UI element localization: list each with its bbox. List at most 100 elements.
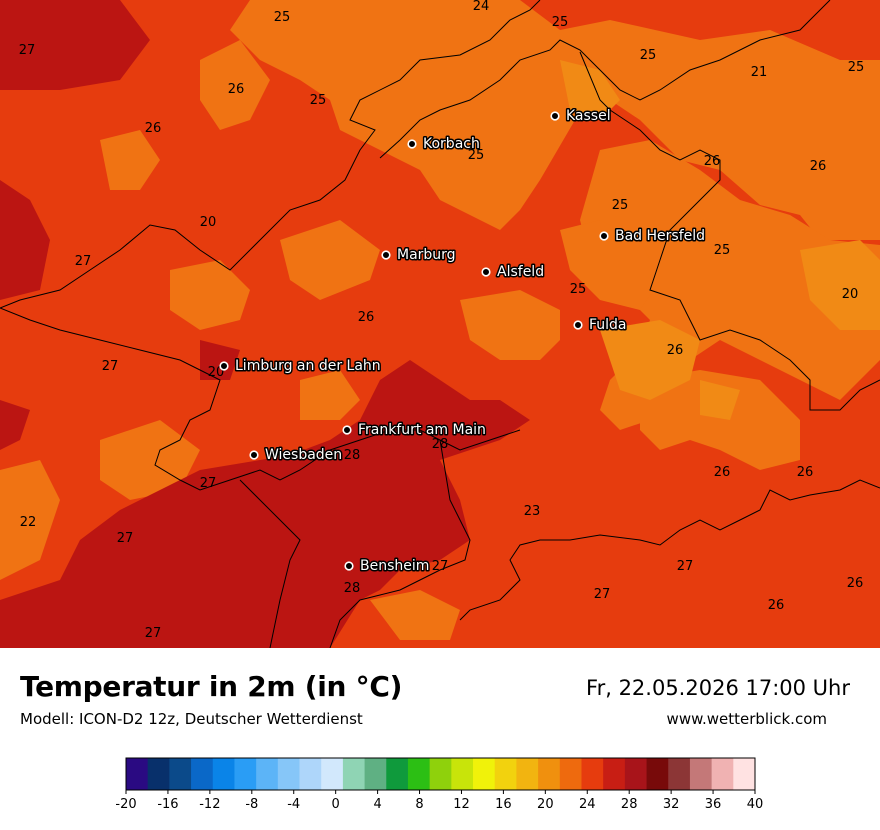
scale-swatch xyxy=(212,758,235,790)
city-dot xyxy=(573,320,583,330)
scale-tick-label: 40 xyxy=(747,797,764,812)
scale-tick-label: -12 xyxy=(199,797,220,812)
scale-swatch xyxy=(733,758,756,790)
scale-tick-label: 36 xyxy=(705,797,722,812)
scale-swatch xyxy=(191,758,214,790)
website-link[interactable]: www.wetterblick.com xyxy=(666,710,827,728)
temperature-fields xyxy=(0,0,880,648)
map-canvas: 25 24 25 27 25 25 21 26 25 26 25 26 26 25 20 25 27 26 25 20… xyxy=(0,0,880,649)
city-label-halo: Fulda xyxy=(589,317,627,333)
scale-swatch xyxy=(624,758,647,790)
field-23-24 xyxy=(560,220,660,310)
temperature-value-label: 20 xyxy=(200,215,217,230)
city-label-halo: Bad Hersfeld xyxy=(615,228,705,244)
city-label-halo: Limburg an der Lahn xyxy=(235,358,381,374)
scale-swatch xyxy=(364,758,387,790)
scale-swatch xyxy=(538,758,561,790)
temperature-value-label: 20 xyxy=(208,365,225,380)
temperature-value-label: 26 xyxy=(847,576,864,591)
city-label: Marburg xyxy=(397,247,456,263)
scale-swatch xyxy=(711,758,734,790)
temperature-value-label: 24 xyxy=(473,0,490,14)
scale-tick-label: 0 xyxy=(332,797,340,812)
field-23-24 xyxy=(280,220,380,300)
city-label-halo: Korbach xyxy=(423,136,480,152)
border-line xyxy=(0,307,521,491)
scale-swatch xyxy=(559,758,582,790)
color-scale-legend: -20 -16 -12 -8 -4 0 4 8 12 16 20 24 28 32 36 40 xyxy=(115,757,764,812)
temperature-value-label: 26 xyxy=(810,159,827,174)
city-dot xyxy=(407,139,417,149)
temperature-value-label: 26 xyxy=(358,310,375,325)
scale-swatch xyxy=(256,758,279,790)
temperature-value-label: 22 xyxy=(20,515,37,530)
scale-swatch xyxy=(277,758,300,790)
scale-tick-label: -4 xyxy=(287,797,300,812)
scale-tick-label: 28 xyxy=(621,797,638,812)
city-label-halo: Alsfeld xyxy=(497,264,544,280)
temperature-value-label: 26 xyxy=(228,82,245,97)
temperature-value-label: 27 xyxy=(145,626,162,641)
temperature-value-label: 28 xyxy=(432,437,449,452)
city-label-halo: Frankfurt am Main xyxy=(358,422,486,438)
city-label-halo: Bensheim xyxy=(360,558,429,574)
field-27-28 xyxy=(200,340,240,380)
scale-swatch xyxy=(386,758,409,790)
temperature-value-label: 28 xyxy=(344,581,361,596)
scale-tick-label: 12 xyxy=(453,797,470,812)
field-20-22 xyxy=(700,380,740,420)
border-line xyxy=(579,51,880,411)
temperature-value-label: 25 xyxy=(274,10,291,25)
temperature-value-label: 21 xyxy=(751,65,768,80)
city-label: Bad Hersfeld xyxy=(615,228,705,244)
city-label-halo: Wiesbaden xyxy=(265,447,342,463)
temperature-value-label: 25 xyxy=(612,198,629,213)
field-23-24 xyxy=(100,420,200,500)
city-dot xyxy=(249,450,259,460)
scale-swatch xyxy=(494,758,517,790)
city-label: Frankfurt am Main xyxy=(358,422,486,438)
scale-swatch xyxy=(668,758,691,790)
city-dot xyxy=(342,425,352,435)
temperature-value-label: 20 xyxy=(842,287,859,302)
field-23-24 xyxy=(170,260,250,330)
scale-swatch xyxy=(451,758,474,790)
scale-tick-label: 20 xyxy=(537,797,554,812)
forecast-datetime: Fr, 22.05.2026 17:00 Uhr xyxy=(586,676,850,700)
state-borders xyxy=(0,0,880,649)
city-label: Bensheim xyxy=(360,558,429,574)
scale-swatch xyxy=(126,758,149,790)
field-20-22 xyxy=(800,240,880,330)
scale-swatch xyxy=(429,758,452,790)
temperature-value-label: 27 xyxy=(102,359,119,374)
field-23-24 xyxy=(100,130,160,190)
city-label: Wiesbaden xyxy=(265,447,342,463)
temperature-labels: 25 24 25 27 25 25 21 26 25 26 25 26 26 25 20 25 27 26 25 20… xyxy=(19,0,865,641)
city-label: Fulda xyxy=(589,317,627,333)
city-dot xyxy=(219,361,229,371)
city-dot xyxy=(381,250,391,260)
border-line xyxy=(379,0,831,159)
map-footer: Temperatur in 2m (in °C) Modell: ICON-D2… xyxy=(0,648,880,830)
field-23-24 xyxy=(200,40,270,130)
field-23-24 xyxy=(370,590,460,640)
city-label: Korbach xyxy=(423,136,480,152)
temperature-value-label: 27 xyxy=(200,476,217,491)
temperature-value-label: 26 xyxy=(704,154,721,169)
city-label: Limburg an der Lahn xyxy=(235,358,381,374)
scale-swatch xyxy=(234,758,257,790)
city-label: Alsfeld xyxy=(497,264,544,280)
temperature-map: 25 24 25 27 25 25 21 26 25 26 25 26 26 25 20 25 27 26 25 20… xyxy=(0,0,880,649)
temperature-value-label: 25 xyxy=(552,15,569,30)
scale-swatch xyxy=(299,758,322,790)
city-label: Kassel xyxy=(566,108,611,124)
scale-swatch xyxy=(342,758,365,790)
scale-tick-label: 32 xyxy=(663,797,680,812)
